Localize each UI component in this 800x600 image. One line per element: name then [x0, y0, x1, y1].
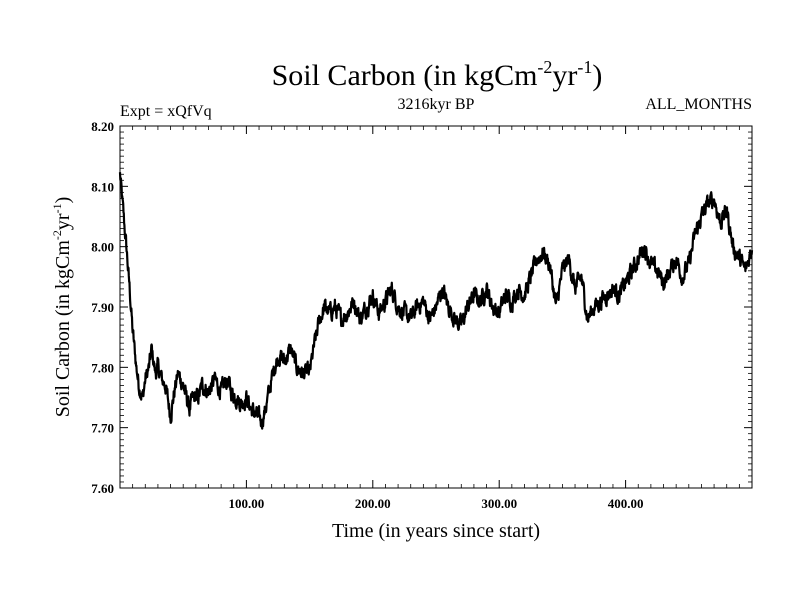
- experiment-label: Expt = xQfVq: [120, 103, 212, 120]
- y-tick-label: 8.20: [91, 119, 114, 134]
- x-axis-label: Time (in years since start): [332, 520, 540, 542]
- y-tick-label: 8.10: [91, 179, 114, 194]
- y-tick-label: 7.70: [91, 421, 114, 436]
- y-tick-label: 7.80: [91, 360, 114, 375]
- x-tick-label: 200.00: [355, 496, 391, 511]
- y-axis-label: Soil Carbon (in kgCm-2yr-1): [50, 197, 74, 418]
- x-tick-label: 300.00: [481, 496, 517, 511]
- y-tick-label: 8.00: [91, 240, 114, 255]
- soil-carbon-series-line: [118, 172, 754, 430]
- y-tick-label: 7.60: [91, 481, 114, 496]
- x-tick-label: 400.00: [608, 496, 644, 511]
- period-label: 3216kyr BP: [398, 96, 475, 113]
- x-axis: 100.00 200.00 300.00 400.00: [119, 126, 753, 511]
- chart-title: Soil Carbon (in kgCm-2yr-1): [272, 57, 603, 92]
- months-label: ALL_MONTHS: [645, 96, 752, 113]
- y-axis: 7.60 7.70 7.80 7.90 8.00 8.10 8.20: [91, 119, 752, 496]
- y-tick-label: 7.90: [91, 300, 114, 315]
- x-tick-label: 100.00: [229, 496, 265, 511]
